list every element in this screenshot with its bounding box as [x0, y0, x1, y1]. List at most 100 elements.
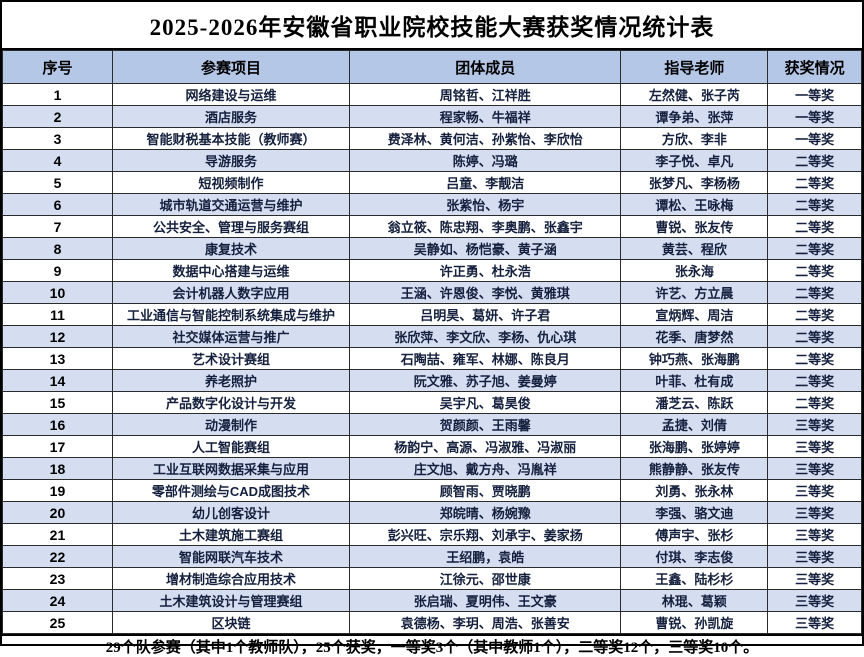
cell-teachers: 刘勇、张永林 — [620, 479, 769, 502]
cell-no: 13 — [2, 347, 113, 370]
cell-award: 二等奖 — [767, 325, 862, 348]
cell-award: 二等奖 — [767, 303, 862, 326]
table-row: 23 增材制造综合应用技术 江徐元、邵世康 王鑫、陆杉杉 三等奖 — [2, 567, 862, 590]
cell-members: 周铭哲、江祥胜 — [349, 83, 622, 106]
cell-teachers: 许艺、方立晨 — [620, 281, 769, 304]
table-row: 12 社交媒体运营与推广 张欣萍、李文欣、李杨、仇心琪 花季、唐梦然 二等奖 — [2, 325, 862, 348]
cell-members: 吴宇凡、葛昊俊 — [349, 391, 622, 414]
cell-project: 养老照护 — [111, 369, 351, 392]
cell-no: 22 — [2, 545, 113, 568]
cell-teachers: 王鑫、陆杉杉 — [620, 567, 769, 590]
cell-no: 8 — [2, 237, 113, 260]
cell-project: 短视频制作 — [111, 171, 351, 194]
cell-project: 工业互联网数据采集与应用 — [111, 457, 351, 480]
cell-project: 社交媒体运营与推广 — [111, 325, 351, 348]
cell-members: 阮文雅、苏子旭、姜曼婷 — [349, 369, 622, 392]
cell-members: 吕明昊、葛妍、许子君 — [349, 303, 622, 326]
cell-members: 程家畅、牛福祥 — [349, 105, 622, 128]
cell-members: 郑皖晴、杨婉豫 — [349, 501, 622, 524]
cell-no: 19 — [2, 479, 113, 502]
table-row: 8 康复技术 吴静如、杨恺豪、黄子涵 黄芸、程欣 二等奖 — [2, 237, 862, 260]
cell-members: 吴静如、杨恺豪、黄子涵 — [349, 237, 622, 260]
cell-project: 幼儿创客设计 — [111, 501, 351, 524]
cell-award: 二等奖 — [767, 237, 862, 260]
cell-project: 零部件测绘与CAD成图技术 — [111, 479, 351, 502]
page-title: 2025-2026年安徽省职业院校技能大赛获奖情况统计表 — [149, 15, 715, 40]
cell-project: 土木建筑设计与管理赛组 — [111, 589, 351, 612]
cell-members: 吕童、李靓洁 — [349, 171, 622, 194]
cell-teachers: 傅声宇、张杉 — [620, 523, 769, 546]
cell-members: 张紫怡、杨宇 — [349, 193, 622, 216]
cell-no: 9 — [2, 259, 113, 282]
cell-no: 12 — [2, 325, 113, 348]
cell-no: 18 — [2, 457, 113, 480]
cell-award: 一等奖 — [767, 127, 862, 150]
table-row: 20 幼儿创客设计 郑皖晴、杨婉豫 李强、骆文迪 三等奖 — [2, 501, 862, 524]
cell-project: 酒店服务 — [111, 105, 351, 128]
header-row: 序号 参赛项目 团体成员 指导老师 获奖情况 — [2, 50, 862, 84]
table-row: 7 公共安全、管理与服务赛组 翁立筱、陈忠翔、李奥鹏、张鑫宇 曹锐、张友传 二等… — [2, 215, 862, 238]
cell-award: 二等奖 — [767, 171, 862, 194]
cell-no: 24 — [2, 589, 113, 612]
cell-award: 二等奖 — [767, 149, 862, 172]
cell-teachers: 熊静静、张友传 — [620, 457, 769, 480]
cell-teachers: 李强、骆文迪 — [620, 501, 769, 524]
cell-teachers: 左然健、张子芮 — [620, 83, 769, 106]
cell-project: 动漫制作 — [111, 413, 351, 436]
cell-no: 4 — [2, 149, 113, 172]
cell-award: 三等奖 — [767, 457, 862, 480]
cell-no: 1 — [2, 83, 113, 106]
cell-members: 顾智雨、贾晓鹏 — [349, 479, 622, 502]
cell-teachers: 宣炳辉、周洁 — [620, 303, 769, 326]
cell-no: 6 — [2, 193, 113, 216]
cell-award: 二等奖 — [767, 259, 862, 282]
cell-members: 王绍鹏，袁皓 — [349, 545, 622, 568]
cell-project: 产品数字化设计与开发 — [111, 391, 351, 414]
cell-project: 公共安全、管理与服务赛组 — [111, 215, 351, 238]
col-header-project: 参赛项目 — [111, 50, 351, 84]
cell-award: 三等奖 — [767, 479, 862, 502]
table-row: 21 土木建筑施工赛组 彭兴旺、宗乐翔、刘承宇、姜家扬 傅声宇、张杉 三等奖 — [2, 523, 862, 546]
cell-no: 7 — [2, 215, 113, 238]
table-row: 22 智能网联汽车技术 王绍鹏，袁皓 付琪、李志俊 三等奖 — [2, 545, 862, 568]
cell-award: 三等奖 — [767, 589, 862, 612]
cell-project: 增材制造综合应用技术 — [111, 567, 351, 590]
table-row: 17 人工智能赛组 杨韵宁、高源、冯淑雅、冯淑丽 张海鹏、张婷婷 三等奖 — [2, 435, 862, 458]
cell-no: 25 — [2, 611, 113, 634]
cell-no: 20 — [2, 501, 113, 524]
cell-project: 工业通信与智能控制系统集成与维护 — [111, 303, 351, 326]
cell-members: 费泽林、黄何洁、孙紫怡、李欣怡 — [349, 127, 622, 150]
cell-members: 江徐元、邵世康 — [349, 567, 622, 590]
col-header-award: 获奖情况 — [767, 50, 862, 84]
table-row: 16 动漫制作 贺颜颜、王雨馨 孟捷、刘倩 三等奖 — [2, 413, 862, 436]
cell-award: 三等奖 — [767, 567, 862, 590]
cell-members: 石陶喆、雍军、林娜、陈良月 — [349, 347, 622, 370]
summary-note: 29个队参赛（其中1个教师队），25个获奖，一等奖3个（其中教师1个），二等奖1… — [105, 640, 759, 656]
cell-members: 张欣萍、李文欣、李杨、仇心琪 — [349, 325, 622, 348]
table-row: 14 养老照护 阮文雅、苏子旭、姜曼婷 叶菲、杜有成 二等奖 — [2, 369, 862, 392]
cell-project: 艺术设计赛组 — [111, 347, 351, 370]
cell-teachers: 曹锐、孙凯旋 — [620, 611, 769, 634]
cell-no: 2 — [2, 105, 113, 128]
cell-project: 会计机器人数字应用 — [111, 281, 351, 304]
table-row: 11 工业通信与智能控制系统集成与维护 吕明昊、葛妍、许子君 宣炳辉、周洁 二等… — [2, 303, 862, 326]
table-header: 序号 参赛项目 团体成员 指导老师 获奖情况 — [2, 50, 862, 84]
cell-teachers: 孟捷、刘倩 — [620, 413, 769, 436]
cell-teachers: 谭争弟、张萍 — [620, 105, 769, 128]
cell-teachers: 曹锐、张友传 — [620, 215, 769, 238]
table-row: 25 区块链 袁德杨、李玥、周浩、张善安 曹锐、孙凯旋 三等奖 — [2, 611, 862, 634]
award-table: 序号 参赛项目 团体成员 指导老师 获奖情况 1 网络建设与运维 周铭哲、江祥胜… — [2, 50, 862, 634]
cell-members: 贺颜颜、王雨馨 — [349, 413, 622, 436]
col-header-teachers: 指导老师 — [620, 50, 769, 84]
cell-award: 一等奖 — [767, 105, 862, 128]
cell-award: 三等奖 — [767, 501, 862, 524]
cell-members: 陈婷、冯璐 — [349, 149, 622, 172]
cell-award: 二等奖 — [767, 193, 862, 216]
table-row: 2 酒店服务 程家畅、牛福祥 谭争弟、张萍 一等奖 — [2, 105, 862, 128]
cell-members: 翁立筱、陈忠翔、李奥鹏、张鑫宇 — [349, 215, 622, 238]
cell-teachers: 林琨、葛颖 — [620, 589, 769, 612]
cell-project: 数据中心搭建与运维 — [111, 259, 351, 282]
cell-members: 袁德杨、李玥、周浩、张善安 — [349, 611, 622, 634]
title-band: 2025-2026年安徽省职业院校技能大赛获奖情况统计表 — [2, 2, 862, 50]
